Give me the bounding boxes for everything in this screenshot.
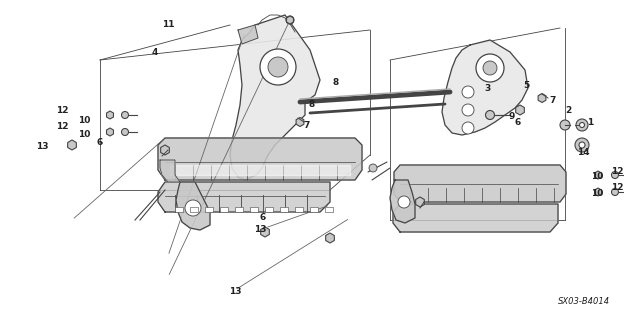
Polygon shape bbox=[326, 233, 334, 243]
Bar bbox=[280, 207, 288, 212]
Text: 9: 9 bbox=[509, 111, 515, 121]
Polygon shape bbox=[230, 15, 320, 180]
Polygon shape bbox=[442, 40, 528, 135]
Circle shape bbox=[260, 49, 296, 85]
Bar bbox=[250, 207, 258, 212]
Text: 11: 11 bbox=[162, 20, 174, 28]
Bar bbox=[310, 207, 318, 212]
Circle shape bbox=[486, 111, 494, 119]
Circle shape bbox=[476, 54, 504, 82]
Circle shape bbox=[579, 142, 585, 148]
Polygon shape bbox=[296, 117, 304, 126]
Polygon shape bbox=[261, 227, 270, 237]
Polygon shape bbox=[515, 105, 524, 115]
Circle shape bbox=[575, 138, 589, 152]
Circle shape bbox=[485, 110, 494, 119]
Circle shape bbox=[580, 123, 585, 127]
Polygon shape bbox=[394, 165, 566, 202]
Text: 6: 6 bbox=[97, 138, 103, 147]
Text: 12: 12 bbox=[56, 122, 68, 131]
Text: 13: 13 bbox=[229, 287, 241, 297]
Circle shape bbox=[462, 122, 474, 134]
Circle shape bbox=[612, 188, 618, 196]
Polygon shape bbox=[416, 197, 424, 207]
Text: 14: 14 bbox=[577, 148, 589, 156]
Polygon shape bbox=[390, 180, 415, 223]
Text: 6: 6 bbox=[260, 213, 266, 222]
Circle shape bbox=[398, 196, 410, 208]
Bar bbox=[220, 207, 228, 212]
Text: 8: 8 bbox=[309, 100, 315, 108]
Circle shape bbox=[122, 111, 129, 118]
Polygon shape bbox=[160, 160, 180, 182]
Polygon shape bbox=[160, 145, 169, 155]
Polygon shape bbox=[67, 140, 76, 150]
Polygon shape bbox=[238, 25, 258, 44]
Polygon shape bbox=[107, 111, 114, 119]
Text: SX03-B4014: SX03-B4014 bbox=[558, 297, 610, 306]
Bar bbox=[190, 207, 198, 212]
Text: 2: 2 bbox=[565, 106, 571, 115]
Polygon shape bbox=[595, 188, 602, 196]
Polygon shape bbox=[170, 165, 350, 175]
Circle shape bbox=[483, 61, 497, 75]
Bar bbox=[295, 207, 303, 212]
Text: 3: 3 bbox=[485, 84, 491, 92]
Polygon shape bbox=[107, 128, 114, 136]
Bar bbox=[175, 207, 183, 212]
Polygon shape bbox=[176, 182, 210, 230]
Circle shape bbox=[576, 119, 588, 131]
Text: 6: 6 bbox=[515, 117, 521, 126]
Polygon shape bbox=[595, 171, 602, 179]
Text: 7: 7 bbox=[304, 121, 310, 130]
Circle shape bbox=[462, 104, 474, 116]
Text: 13: 13 bbox=[36, 141, 48, 150]
Polygon shape bbox=[158, 182, 330, 212]
Polygon shape bbox=[286, 16, 293, 24]
Circle shape bbox=[612, 172, 618, 179]
Circle shape bbox=[462, 86, 474, 98]
Text: 12: 12 bbox=[611, 182, 623, 191]
Circle shape bbox=[369, 164, 377, 172]
Text: 4: 4 bbox=[152, 47, 158, 57]
Circle shape bbox=[268, 57, 288, 77]
Polygon shape bbox=[393, 204, 558, 232]
Bar bbox=[205, 207, 213, 212]
Circle shape bbox=[185, 200, 201, 216]
Bar bbox=[325, 207, 333, 212]
Polygon shape bbox=[158, 138, 362, 180]
Text: 10: 10 bbox=[78, 116, 90, 124]
Circle shape bbox=[560, 120, 570, 130]
Text: 5: 5 bbox=[523, 81, 529, 90]
Bar bbox=[235, 207, 243, 212]
Circle shape bbox=[286, 16, 294, 24]
Text: 8: 8 bbox=[333, 77, 339, 86]
Text: 12: 12 bbox=[56, 106, 68, 115]
Text: 12: 12 bbox=[611, 166, 623, 175]
Text: 1: 1 bbox=[587, 117, 593, 126]
Bar bbox=[265, 207, 273, 212]
Polygon shape bbox=[538, 93, 546, 102]
Text: 7: 7 bbox=[550, 95, 556, 105]
Text: 10: 10 bbox=[78, 130, 90, 139]
Text: 10: 10 bbox=[591, 188, 603, 197]
Text: 10: 10 bbox=[591, 172, 603, 180]
Text: 13: 13 bbox=[254, 225, 266, 234]
Circle shape bbox=[122, 129, 129, 135]
